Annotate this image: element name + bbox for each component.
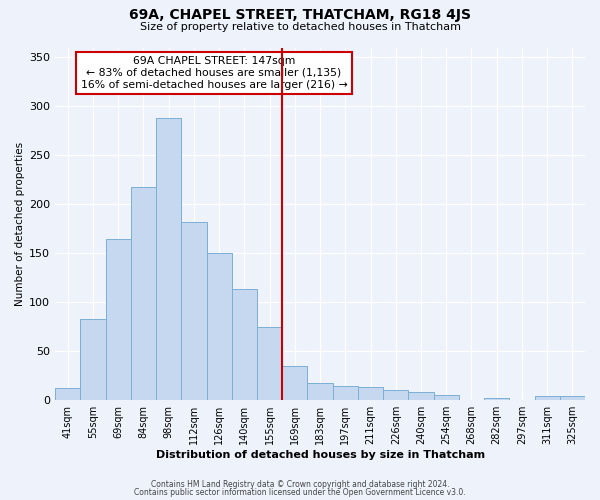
Bar [434,396,459,400]
Bar [55,388,80,400]
Bar [358,388,383,400]
Bar [156,118,181,400]
Bar [307,382,332,400]
Bar [131,186,156,400]
Bar [484,398,509,400]
Bar [560,396,585,400]
Text: Contains HM Land Registry data © Crown copyright and database right 2024.: Contains HM Land Registry data © Crown c… [151,480,449,489]
Text: Contains public sector information licensed under the Open Government Licence v3: Contains public sector information licen… [134,488,466,497]
Bar [80,319,106,400]
Bar [181,222,206,400]
Bar [106,238,131,400]
Y-axis label: Number of detached properties: Number of detached properties [15,142,25,306]
X-axis label: Distribution of detached houses by size in Thatcham: Distribution of detached houses by size … [155,450,485,460]
Bar [332,386,358,400]
Text: 69A CHAPEL STREET: 147sqm
← 83% of detached houses are smaller (1,135)
16% of se: 69A CHAPEL STREET: 147sqm ← 83% of detac… [81,56,347,90]
Text: 69A, CHAPEL STREET, THATCHAM, RG18 4JS: 69A, CHAPEL STREET, THATCHAM, RG18 4JS [129,8,471,22]
Bar [535,396,560,400]
Text: Size of property relative to detached houses in Thatcham: Size of property relative to detached ho… [139,22,461,32]
Bar [282,366,307,400]
Bar [206,253,232,400]
Bar [257,326,282,400]
Bar [409,392,434,400]
Bar [383,390,409,400]
Bar [232,288,257,400]
